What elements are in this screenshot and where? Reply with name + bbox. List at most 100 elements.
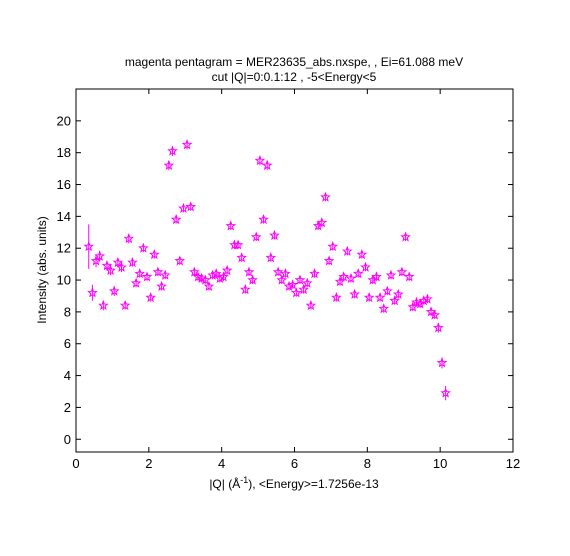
data-point — [123, 233, 135, 244]
x-tick-label: 2 — [145, 456, 152, 471]
x-tick-label: 12 — [506, 456, 520, 471]
chart-title-line1: magenta pentagram = MER23635_abs.nxspe, … — [125, 55, 463, 69]
data-point — [305, 299, 317, 311]
data-point — [236, 252, 248, 263]
x-axis-label-tail: ), <Energy>=1.7256e-13 — [248, 477, 379, 491]
data-point — [258, 213, 269, 225]
data-point — [418, 295, 430, 306]
data-point — [338, 271, 349, 282]
data-point — [90, 255, 102, 266]
data-point — [291, 287, 302, 298]
data-point — [389, 295, 400, 306]
x-axis-label-main: |Q| (Å — [209, 476, 240, 491]
data-point — [254, 155, 266, 166]
x-tick-label: 6 — [291, 456, 298, 471]
data-point — [356, 248, 368, 260]
x-tick-label: 8 — [364, 456, 371, 471]
data-point — [170, 213, 182, 225]
data-point — [152, 266, 164, 277]
data-point — [127, 256, 138, 268]
data-point — [269, 229, 280, 240]
data-point — [232, 239, 244, 250]
x-axis-label-superscript: -1 — [240, 475, 248, 485]
data-point — [261, 159, 273, 170]
data-point — [145, 291, 156, 303]
data-point — [400, 231, 411, 242]
data-point — [134, 268, 146, 279]
data-point — [327, 241, 339, 252]
data-point — [440, 387, 451, 398]
data-point — [433, 322, 444, 333]
data-point — [352, 268, 364, 279]
data-point — [148, 248, 160, 260]
data-point — [323, 255, 335, 266]
data-point — [341, 245, 353, 256]
data-point — [382, 285, 393, 296]
data-point — [363, 291, 375, 303]
data-point — [309, 268, 320, 279]
data-point — [407, 301, 419, 312]
y-tick-label: 12 — [57, 241, 71, 256]
y-tick-label: 14 — [57, 209, 71, 224]
data-point — [396, 266, 408, 277]
y-tick-label: 16 — [57, 177, 71, 192]
data-point — [378, 303, 390, 314]
data-point — [185, 201, 197, 212]
data-point — [167, 145, 178, 156]
data-markers — [83, 139, 451, 398]
data-point — [247, 274, 258, 285]
data-point — [141, 271, 153, 282]
data-point — [97, 299, 109, 311]
data-point — [83, 241, 95, 252]
data-point — [280, 268, 291, 279]
data-point — [199, 274, 211, 285]
y-tick-label: 10 — [57, 273, 71, 288]
data-point — [181, 139, 193, 150]
x-tick-label: 0 — [72, 456, 79, 471]
data-point — [105, 264, 116, 276]
y-tick-label: 8 — [64, 304, 71, 319]
data-point — [174, 255, 186, 266]
data-point — [360, 261, 371, 272]
data-point — [265, 252, 277, 263]
data-point — [276, 274, 288, 285]
data-point — [298, 284, 309, 295]
data-point — [156, 280, 167, 291]
y-tick-label: 2 — [64, 400, 71, 415]
data-point — [163, 159, 175, 170]
data-point — [301, 277, 313, 288]
data-point — [429, 309, 441, 320]
data-point — [189, 266, 200, 277]
data-point — [119, 299, 131, 311]
data-point — [385, 269, 397, 280]
data-point — [116, 261, 127, 272]
data-point — [210, 268, 222, 279]
data-point — [218, 271, 229, 282]
data-point — [159, 269, 171, 280]
data-point — [207, 269, 218, 280]
y-tick-label: 4 — [64, 368, 71, 383]
data-point — [371, 271, 382, 282]
data-point — [320, 191, 331, 202]
data-point — [178, 202, 189, 213]
data-point — [422, 293, 433, 304]
data-point — [243, 266, 255, 277]
data-point — [374, 291, 386, 303]
data-point — [203, 280, 215, 291]
data-point — [225, 220, 237, 231]
data-point — [334, 276, 346, 287]
y-axis-label: Intensity (abs. units) — [35, 216, 49, 323]
data-point — [294, 274, 306, 285]
data-point — [436, 357, 448, 368]
data-point — [349, 288, 360, 299]
data-point — [392, 288, 404, 299]
data-point — [130, 277, 142, 288]
data-point — [331, 291, 342, 303]
data-point — [287, 279, 298, 290]
data-point — [108, 285, 120, 296]
data-point — [221, 264, 233, 276]
data-point — [316, 217, 328, 228]
data-point — [345, 272, 357, 283]
